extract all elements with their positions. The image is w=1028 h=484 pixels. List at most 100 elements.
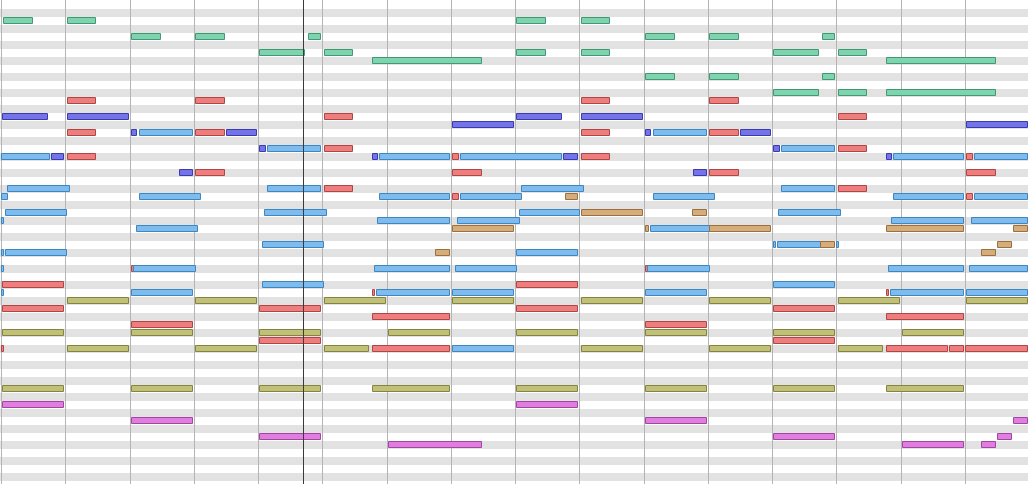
- midi-note[interactable]: [195, 97, 225, 104]
- midi-note[interactable]: [652, 193, 715, 200]
- midi-note[interactable]: [259, 337, 322, 344]
- midi-note[interactable]: [323, 145, 354, 152]
- midi-note[interactable]: [644, 321, 707, 328]
- midi-note[interactable]: [516, 385, 579, 392]
- midi-note[interactable]: [709, 345, 771, 352]
- midi-note[interactable]: [996, 433, 1012, 440]
- midi-note[interactable]: [434, 249, 450, 256]
- playhead-cursor[interactable]: [303, 0, 304, 484]
- midi-note[interactable]: [709, 169, 739, 176]
- midi-note[interactable]: [820, 241, 836, 248]
- midi-note[interactable]: [2, 329, 65, 336]
- midi-note[interactable]: [580, 153, 611, 160]
- midi-note[interactable]: [644, 73, 675, 80]
- midi-note[interactable]: [564, 193, 579, 200]
- midi-note[interactable]: [371, 385, 450, 392]
- midi-note[interactable]: [371, 289, 375, 296]
- midi-note[interactable]: [948, 345, 964, 352]
- midi-note[interactable]: [773, 49, 820, 56]
- midi-note[interactable]: [973, 153, 1028, 160]
- midi-note[interactable]: [837, 185, 868, 192]
- midi-note[interactable]: [901, 441, 964, 448]
- midi-note[interactable]: [66, 345, 129, 352]
- midi-note[interactable]: [893, 153, 964, 160]
- midi-note[interactable]: [259, 145, 266, 152]
- midi-note[interactable]: [1012, 225, 1028, 232]
- midi-note[interactable]: [885, 89, 996, 96]
- midi-note[interactable]: [2, 385, 65, 392]
- midi-note[interactable]: [649, 225, 713, 232]
- midi-note[interactable]: [130, 33, 161, 40]
- midi-note[interactable]: [1, 289, 4, 296]
- midi-note[interactable]: [837, 89, 868, 96]
- midi-note[interactable]: [1, 265, 4, 272]
- midi-note[interactable]: [454, 265, 518, 272]
- midi-note[interactable]: [885, 153, 893, 160]
- midi-note[interactable]: [307, 33, 322, 40]
- midi-note[interactable]: [580, 113, 643, 120]
- midi-note[interactable]: [457, 217, 521, 224]
- midi-note[interactable]: [580, 17, 611, 24]
- midi-note[interactable]: [195, 297, 257, 304]
- midi-note[interactable]: [781, 145, 836, 152]
- midi-note[interactable]: [259, 433, 322, 440]
- midi-note[interactable]: [452, 153, 459, 160]
- midi-note[interactable]: [773, 145, 780, 152]
- midi-note[interactable]: [371, 345, 450, 352]
- midi-note[interactable]: [130, 385, 193, 392]
- midi-note[interactable]: [373, 265, 450, 272]
- midi-note[interactable]: [966, 289, 1028, 296]
- midi-note[interactable]: [885, 225, 964, 232]
- midi-note[interactable]: [195, 345, 257, 352]
- midi-note[interactable]: [580, 49, 611, 56]
- midi-note[interactable]: [837, 345, 884, 352]
- midi-note[interactable]: [130, 417, 193, 424]
- midi-note[interactable]: [966, 297, 1028, 304]
- midi-note[interactable]: [563, 153, 579, 160]
- midi-note[interactable]: [1, 193, 8, 200]
- midi-note[interactable]: [138, 193, 201, 200]
- midi-note[interactable]: [452, 345, 514, 352]
- midi-note[interactable]: [2, 281, 65, 288]
- midi-note[interactable]: [837, 297, 900, 304]
- midi-note[interactable]: [379, 193, 450, 200]
- midi-note[interactable]: [4, 209, 68, 216]
- midi-note[interactable]: [885, 57, 996, 64]
- midi-note[interactable]: [709, 297, 771, 304]
- midi-note[interactable]: [821, 73, 836, 80]
- midi-note[interactable]: [773, 305, 836, 312]
- midi-note[interactable]: [821, 33, 836, 40]
- midi-note[interactable]: [580, 209, 643, 216]
- midi-note[interactable]: [644, 385, 707, 392]
- midi-note[interactable]: [971, 217, 1028, 224]
- midi-note[interactable]: [644, 289, 707, 296]
- midi-note[interactable]: [652, 129, 707, 136]
- midi-note[interactable]: [66, 17, 97, 24]
- midi-note[interactable]: [138, 129, 193, 136]
- midi-note[interactable]: [452, 297, 514, 304]
- midi-note[interactable]: [968, 265, 1028, 272]
- midi-note[interactable]: [980, 441, 996, 448]
- midi-note[interactable]: [644, 225, 649, 232]
- midi-note[interactable]: [980, 249, 996, 256]
- midi-note[interactable]: [773, 241, 777, 248]
- midi-note[interactable]: [66, 113, 129, 120]
- midi-note[interactable]: [261, 281, 325, 288]
- midi-note[interactable]: [7, 185, 70, 192]
- midi-note[interactable]: [647, 265, 710, 272]
- midi-note[interactable]: [516, 49, 547, 56]
- midi-note[interactable]: [580, 129, 611, 136]
- midi-note[interactable]: [709, 97, 739, 104]
- midi-note[interactable]: [259, 305, 322, 312]
- midi-note[interactable]: [1, 345, 4, 352]
- midi-note[interactable]: [709, 129, 739, 136]
- midi-note[interactable]: [709, 225, 771, 232]
- midi-note[interactable]: [885, 385, 964, 392]
- midi-note[interactable]: [644, 265, 648, 272]
- midi-note[interactable]: [195, 33, 225, 40]
- midi-note[interactable]: [837, 49, 868, 56]
- midi-note[interactable]: [996, 241, 1012, 248]
- midi-note[interactable]: [580, 97, 611, 104]
- midi-note[interactable]: [267, 185, 322, 192]
- midi-note[interactable]: [739, 129, 771, 136]
